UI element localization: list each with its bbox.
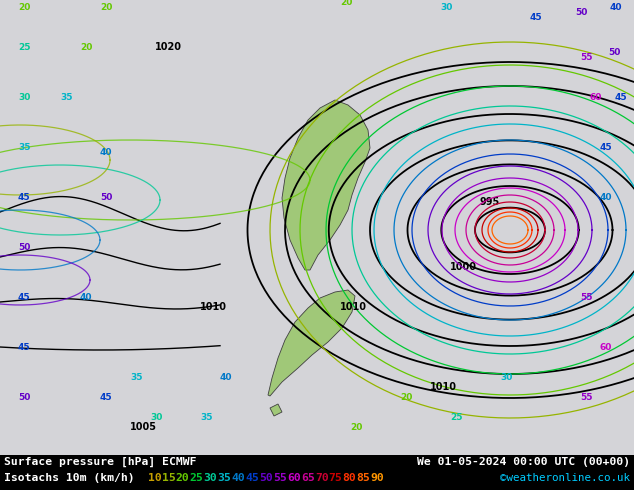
Text: Isotachs 10m (km/h): Isotachs 10m (km/h): [4, 473, 134, 483]
Text: 55: 55: [580, 393, 593, 402]
Text: 20: 20: [18, 3, 30, 12]
Text: 30: 30: [150, 413, 162, 422]
Text: 20: 20: [80, 43, 93, 52]
Text: 30: 30: [440, 3, 453, 12]
Polygon shape: [268, 290, 355, 396]
Text: 30: 30: [500, 373, 512, 382]
Text: 20: 20: [100, 3, 112, 12]
Text: 45: 45: [615, 93, 628, 102]
Text: 45: 45: [530, 13, 543, 22]
Text: 90: 90: [370, 473, 384, 483]
Text: 45: 45: [100, 393, 113, 402]
Text: 40: 40: [80, 293, 93, 302]
Text: 25: 25: [450, 413, 462, 422]
Text: Surface pressure [hPa] ECMWF: Surface pressure [hPa] ECMWF: [4, 457, 197, 467]
Text: 50: 50: [18, 243, 30, 252]
Text: We 01-05-2024 00:00 UTC (00+00): We 01-05-2024 00:00 UTC (00+00): [417, 457, 630, 467]
Text: 35: 35: [18, 143, 30, 152]
Text: 1005: 1005: [130, 422, 157, 432]
Polygon shape: [282, 100, 370, 270]
Text: 45: 45: [600, 143, 612, 152]
Text: 35: 35: [217, 473, 231, 483]
Text: ©weatheronline.co.uk: ©weatheronline.co.uk: [500, 473, 630, 483]
Text: 50: 50: [18, 393, 30, 402]
Text: 50: 50: [575, 8, 587, 17]
Text: 40: 40: [231, 473, 245, 483]
Text: 35: 35: [200, 413, 212, 422]
Text: 35: 35: [130, 373, 143, 382]
Text: 1000: 1000: [450, 262, 477, 272]
Text: 20: 20: [176, 473, 190, 483]
Text: 995: 995: [480, 197, 500, 207]
Text: 15: 15: [162, 473, 176, 483]
Text: 40: 40: [610, 3, 623, 12]
Text: 1010: 1010: [430, 382, 457, 392]
Text: 35: 35: [60, 93, 72, 102]
Text: 40: 40: [220, 373, 233, 382]
Text: 45: 45: [18, 343, 30, 352]
Text: 40: 40: [100, 148, 112, 157]
Text: 70: 70: [315, 473, 328, 483]
Text: 75: 75: [328, 473, 342, 483]
Text: 85: 85: [356, 473, 370, 483]
Text: 45: 45: [18, 293, 30, 302]
Text: 55: 55: [580, 293, 593, 302]
Text: 10: 10: [148, 473, 162, 483]
Text: 20: 20: [350, 423, 363, 432]
Text: 25: 25: [18, 43, 30, 52]
Text: 30: 30: [18, 93, 30, 102]
Text: 45: 45: [18, 193, 30, 202]
Polygon shape: [270, 404, 282, 416]
Text: 60: 60: [287, 473, 301, 483]
Text: 80: 80: [342, 473, 356, 483]
Text: 30: 30: [204, 473, 217, 483]
Text: 45: 45: [245, 473, 259, 483]
Text: 40: 40: [600, 193, 612, 202]
Text: 50: 50: [259, 473, 273, 483]
Text: 65: 65: [301, 473, 314, 483]
Text: 60: 60: [590, 93, 602, 102]
Text: 1010: 1010: [340, 302, 367, 312]
Text: 50: 50: [100, 193, 112, 202]
Text: 1010: 1010: [200, 302, 227, 312]
Text: 55: 55: [580, 53, 593, 62]
Text: 50: 50: [608, 48, 621, 57]
Text: 60: 60: [600, 343, 612, 352]
Text: 55: 55: [273, 473, 287, 483]
Text: 20: 20: [340, 0, 353, 7]
Text: 20: 20: [400, 393, 412, 402]
Text: 1020: 1020: [155, 42, 182, 52]
Text: 25: 25: [190, 473, 204, 483]
